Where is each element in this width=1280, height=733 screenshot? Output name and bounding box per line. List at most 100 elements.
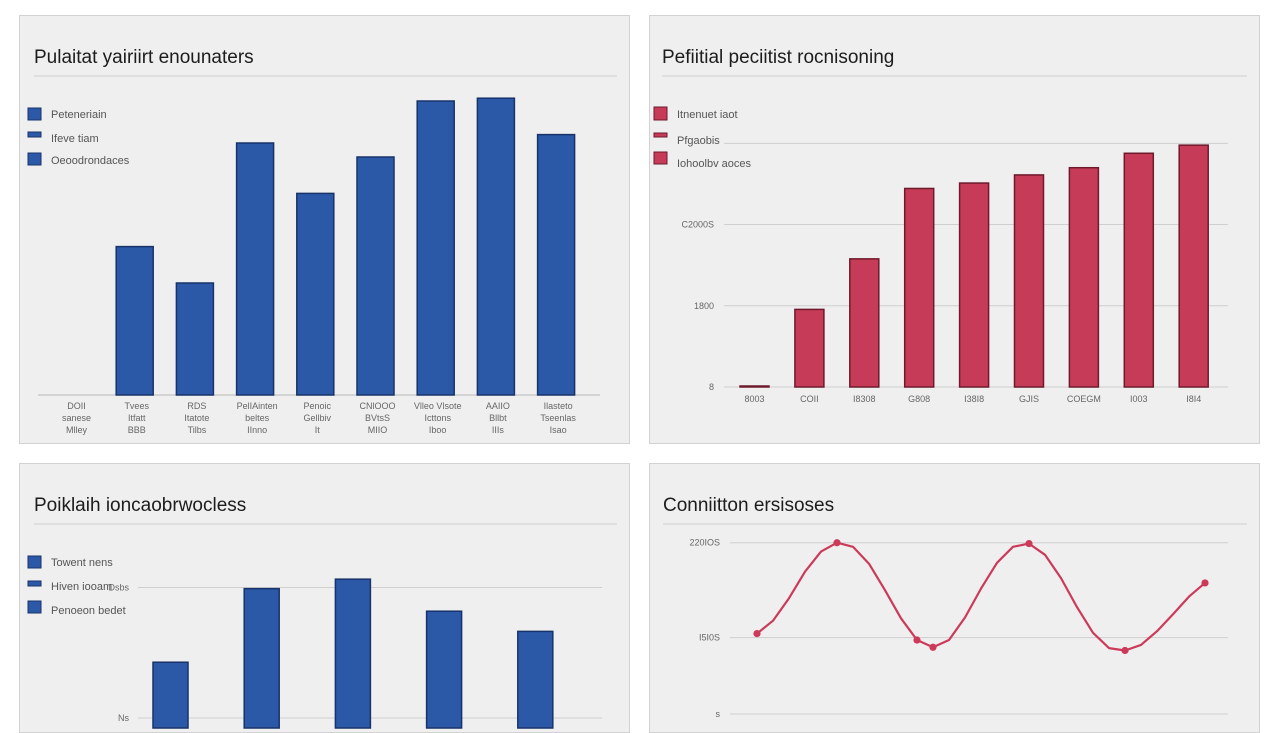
- chart-title: Pulaitat yairiirt enounaters: [34, 47, 254, 68]
- legend-label: Ifeve tiam: [51, 133, 99, 145]
- x-tick-label: sanese: [62, 413, 91, 423]
- x-tick-label: Isao: [550, 425, 567, 435]
- x-tick-label: It: [315, 425, 321, 435]
- legend-swatch: [27, 131, 42, 138]
- chart-panel-4: Conniitton ersisoses s I5I0S 220IOS: [649, 463, 1260, 733]
- x-tick-label: Tseenlas: [540, 413, 576, 423]
- bar: [425, 610, 463, 729]
- legend-swatch: [653, 151, 668, 165]
- x-tick-label: Vlleo Vlsote: [414, 401, 462, 411]
- bar: [1178, 144, 1209, 388]
- bar: [1123, 152, 1155, 388]
- bar: [115, 245, 154, 396]
- legend-label: Oeoodrondaces: [51, 155, 130, 167]
- data-point: [753, 630, 761, 638]
- x-tick-label: CNlOOO: [360, 401, 396, 411]
- legend-label: Peteneriain: [51, 109, 107, 121]
- legend: Towent nens Hiven iooam Penoeon bedet: [27, 555, 126, 617]
- x-tick-label: Bllbt: [489, 413, 507, 423]
- bar: [903, 187, 935, 388]
- y-tick-label: s: [716, 709, 721, 719]
- bar: [356, 156, 395, 396]
- legend-swatch: [653, 132, 668, 138]
- data-point: [833, 539, 841, 547]
- legend-swatch: [27, 555, 42, 569]
- x-tick-label: IIIs: [492, 425, 505, 435]
- x-tick-label: BVtsS: [365, 413, 390, 423]
- chart-panel-3: Poiklaih ioncaobrwocless Towent nens Hiv…: [19, 463, 630, 733]
- chart-title: Pefiitial peciitist rocnisoning: [662, 47, 894, 68]
- chart-title: Conniitton ersisoses: [663, 495, 834, 516]
- x-tick-label: I38I8: [964, 394, 984, 404]
- bar: [958, 182, 990, 388]
- bar: [794, 308, 825, 388]
- x-tick-label: beltes: [245, 413, 270, 423]
- bar: [334, 578, 372, 729]
- chart-panel-2: Pefiitial peciitist rocnisoning Itnenuet…: [649, 15, 1260, 444]
- bar: [1013, 174, 1045, 388]
- x-tick-label: BBB: [128, 425, 146, 435]
- x-tick-label: Tilbs: [188, 425, 207, 435]
- bar-chart-3: Poiklaih ioncaobrwocless Towent nens Hiv…: [27, 495, 617, 729]
- chart-panel-1: Pulaitat yairiirt enounaters Peteneriain…: [19, 15, 630, 444]
- x-tick-label: RDS: [187, 401, 206, 411]
- data-point: [913, 636, 921, 644]
- x-tick-label: Itfatt: [128, 413, 146, 423]
- bar: [536, 133, 576, 396]
- legend-swatch: [27, 580, 42, 587]
- y-tick-label: I5I0S: [699, 633, 720, 643]
- y-tick-label: 1800: [694, 301, 714, 311]
- x-tick-label: IInno: [247, 425, 267, 435]
- bar: [739, 385, 770, 388]
- bar: [416, 100, 455, 396]
- x-tick-label: COEGM: [1067, 394, 1101, 404]
- legend-swatch: [653, 106, 668, 121]
- bar-chart-2: Pefiitial peciitist rocnisoning Itnenuet…: [653, 47, 1247, 404]
- y-tick-label: Ns: [118, 713, 129, 723]
- x-tick-label: DOII: [67, 401, 86, 411]
- line-chart-4: Conniitton ersisoses s I5I0S 220IOS: [663, 495, 1247, 719]
- x-tick-label: GJIS: [1019, 394, 1039, 404]
- bar: [243, 587, 280, 729]
- bar: [235, 142, 275, 396]
- x-tick-label: Icttons: [424, 413, 451, 423]
- x-tick-label: Itatote: [184, 413, 209, 423]
- bar-chart-1: Pulaitat yairiirt enounaters Peteneriain…: [27, 47, 617, 435]
- x-tick-label: Mlley: [66, 425, 88, 435]
- x-tick-label: COII: [800, 394, 819, 404]
- data-point: [1201, 579, 1209, 587]
- x-tick-label: I8308: [853, 394, 876, 404]
- series-line: [756, 541, 1206, 652]
- x-tick-label: Penoic: [304, 401, 332, 411]
- bar: [849, 258, 880, 388]
- x-tick-label: Ilasteto: [544, 401, 573, 411]
- legend-swatch: [27, 600, 42, 614]
- data-point: [1025, 539, 1033, 548]
- x-tick-label: AAIIO: [486, 401, 510, 411]
- legend-label: Pfgaobis: [677, 135, 720, 147]
- legend-label: Itnenuet iaot: [677, 109, 738, 121]
- data-point: [929, 643, 937, 651]
- x-tick-label: Iboo: [429, 425, 447, 435]
- y-tick-label: 220IOS: [689, 538, 720, 548]
- y-tick-label: Dsbs: [108, 582, 129, 592]
- x-tick-label: MIIO: [368, 425, 388, 435]
- bar: [517, 630, 554, 729]
- legend-swatch: [27, 107, 42, 121]
- chart-title: Poiklaih ioncaobrwocless: [34, 495, 246, 516]
- legend-swatch: [27, 152, 42, 166]
- x-tick-label: 8003: [744, 394, 764, 404]
- x-tick-label: I003: [1130, 394, 1148, 404]
- x-tick-label: I8I4: [1186, 394, 1201, 404]
- bar: [476, 97, 516, 396]
- legend-label: Towent nens: [51, 557, 113, 569]
- x-tick-label: PelIAinten: [237, 401, 278, 411]
- legend-label: Hiven iooam: [51, 581, 112, 593]
- y-tick-label: 8: [709, 382, 714, 392]
- bar: [152, 661, 189, 729]
- bar: [296, 192, 335, 396]
- legend: Peteneriain Ifeve tiam Oeoodrondaces: [27, 107, 130, 167]
- y-tick-label: C2000S: [681, 220, 714, 230]
- legend-label: Iohoolbv aoces: [677, 158, 751, 170]
- bar: [175, 282, 215, 396]
